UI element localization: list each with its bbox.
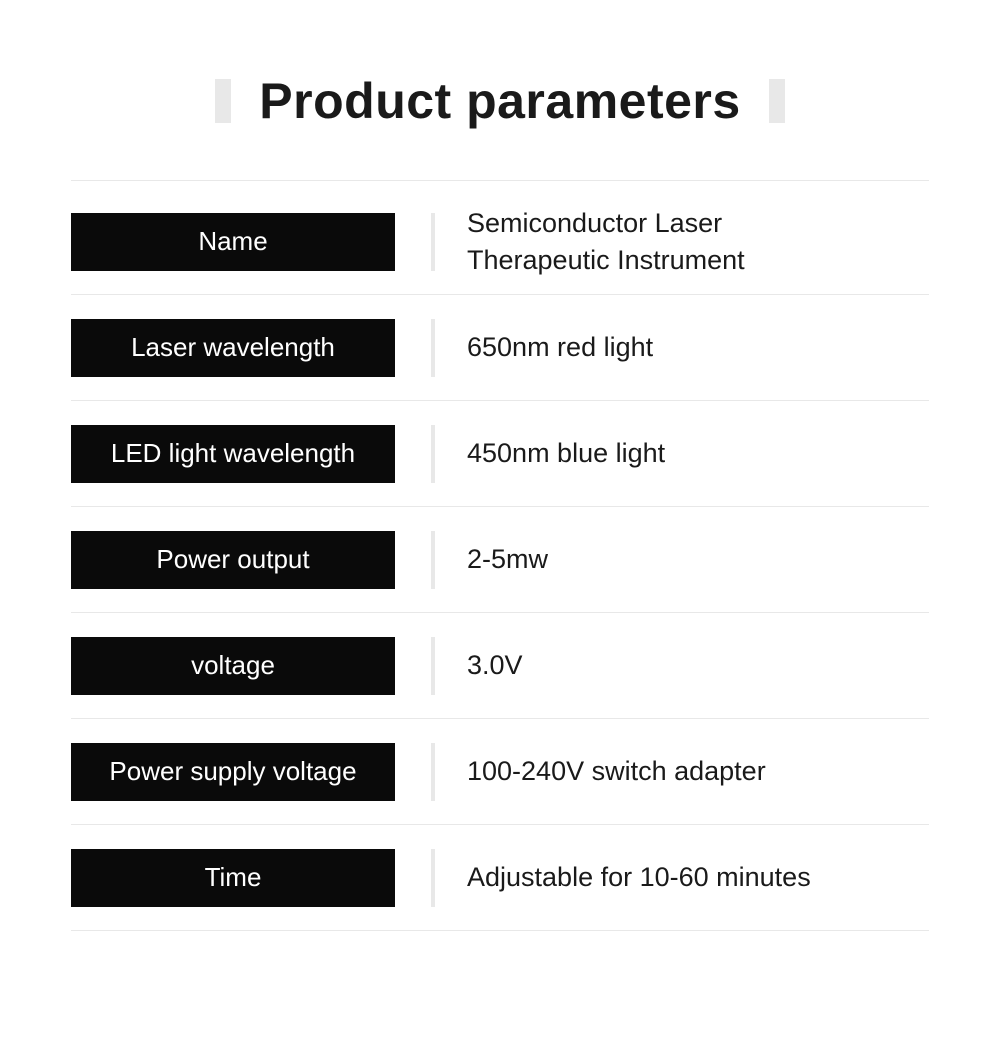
- row-divider: [431, 319, 435, 377]
- header-bar-right: [769, 79, 785, 123]
- param-label: voltage: [71, 637, 395, 695]
- row-divider: [431, 743, 435, 801]
- param-value: 100-240V switch adapter: [467, 753, 929, 789]
- param-label: Power output: [71, 531, 395, 589]
- row-divider: [431, 637, 435, 695]
- table-row: Laser wavelength 650nm red light: [71, 295, 929, 401]
- param-value: Semiconductor LaserTherapeutic Instrumen…: [467, 205, 929, 278]
- top-divider: [71, 180, 929, 181]
- table-row: Power output 2-5mw: [71, 507, 929, 613]
- header-bar-left: [215, 79, 231, 123]
- param-label: Power supply voltage: [71, 743, 395, 801]
- table-row: voltage 3.0V: [71, 613, 929, 719]
- parameters-table: Name Semiconductor LaserTherapeutic Inst…: [71, 180, 929, 931]
- table-row: Name Semiconductor LaserTherapeutic Inst…: [71, 189, 929, 295]
- table-row: Power supply voltage 100-240V switch ada…: [71, 719, 929, 825]
- row-divider: [431, 531, 435, 589]
- page-title: Product parameters: [259, 72, 740, 130]
- param-label: Name: [71, 213, 395, 271]
- row-divider: [431, 425, 435, 483]
- page-header: Product parameters: [0, 0, 1000, 180]
- param-value: Adjustable for 10-60 minutes: [467, 859, 929, 895]
- param-value: 2-5mw: [467, 541, 929, 577]
- param-label: Laser wavelength: [71, 319, 395, 377]
- table-row: Time Adjustable for 10-60 minutes: [71, 825, 929, 931]
- row-divider: [431, 213, 435, 271]
- table-row: LED light wavelength 450nm blue light: [71, 401, 929, 507]
- param-value: 450nm blue light: [467, 435, 929, 471]
- param-label: Time: [71, 849, 395, 907]
- param-label: LED light wavelength: [71, 425, 395, 483]
- param-value: 3.0V: [467, 647, 929, 683]
- param-value: 650nm red light: [467, 329, 929, 365]
- row-divider: [431, 849, 435, 907]
